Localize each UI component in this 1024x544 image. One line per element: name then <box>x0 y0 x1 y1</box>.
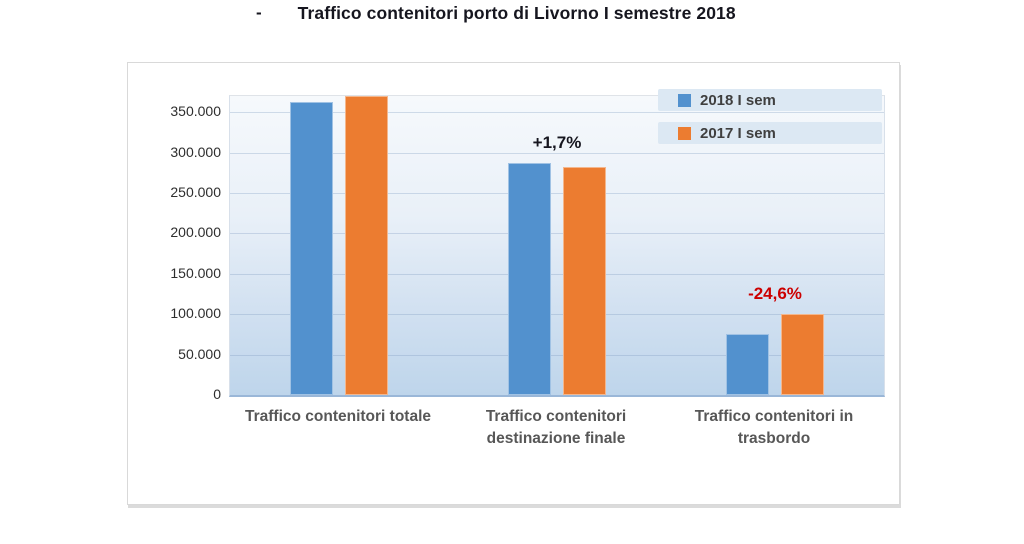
bar-2017-i-sem <box>345 96 388 395</box>
bar-2017-i-sem <box>563 167 606 395</box>
x-axis: Traffico contenitori totale Traffico cont… <box>229 406 883 476</box>
gridline <box>230 273 884 275</box>
gridline <box>230 192 884 194</box>
bar-2018-i-sem <box>726 334 769 395</box>
chart-container: 0 50.000 100.000 150.000 200.000 250.000 300.0… <box>127 62 900 505</box>
y-tick-label: 0 <box>213 386 221 402</box>
y-tick-label: 300.000 <box>170 143 221 160</box>
y-axis: 0 50.000 100.000 150.000 200.000 250.000 300.0… <box>128 95 221 402</box>
x-category-label: Traffico contenitori totale <box>244 408 431 425</box>
bar-2018-i-sem <box>290 101 333 395</box>
y-tick-label: 50.000 <box>178 345 221 362</box>
legend-label: 2017 I sem <box>700 124 776 142</box>
x-category-label: Traffico contenitori in trasbordo <box>694 408 854 448</box>
gridline <box>230 112 884 114</box>
gridline <box>230 152 884 154</box>
annotation-label: -24,6% <box>748 284 802 304</box>
bar-2017-i-sem <box>781 314 824 395</box>
legend-label: 2018 I sem <box>700 91 776 109</box>
bar-2018-i-sem <box>508 163 551 395</box>
annotation-label: +1,7% <box>532 133 582 153</box>
y-tick-label: 200.000 <box>170 224 221 241</box>
y-tick-label: 150.000 <box>170 264 221 281</box>
chart-title-row: - Traffico contenitori porto di Livorno … <box>256 3 736 24</box>
title-dash: - <box>256 3 262 22</box>
x-category-label: Traffico contenitori destinazione finale <box>485 408 627 448</box>
gridline <box>230 233 884 235</box>
plot-area: +1,7% -24,6% <box>229 95 885 397</box>
legend: 2018 I sem 2017 I sem <box>658 89 882 155</box>
legend-item: 2017 I sem <box>658 122 882 144</box>
legend-swatch-icon <box>678 126 691 140</box>
page-title: Traffico contenitori porto di Livorno I … <box>297 3 736 23</box>
legend-swatch-icon <box>678 93 691 107</box>
y-tick-label: 250.000 <box>170 183 221 200</box>
y-tick-label: 350.000 <box>170 103 221 120</box>
gridline <box>230 314 884 316</box>
y-tick-label: 100.000 <box>170 305 221 322</box>
gridline <box>230 354 884 356</box>
legend-item: 2018 I sem <box>658 89 882 111</box>
